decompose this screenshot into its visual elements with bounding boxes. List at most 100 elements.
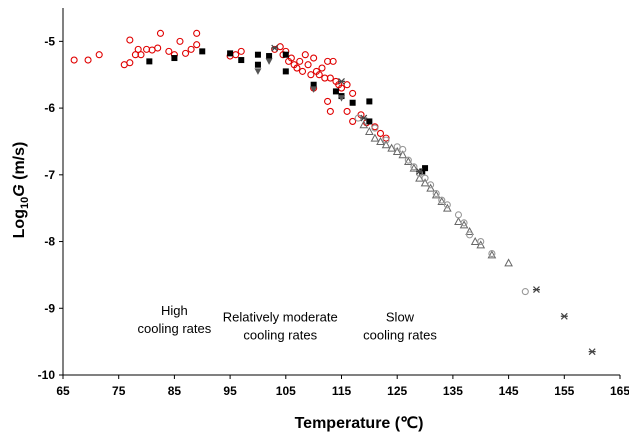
x-tick-label: 85	[168, 384, 182, 398]
data-point	[199, 48, 206, 55]
region-label-line: cooling rates	[138, 321, 212, 336]
data-point	[282, 68, 289, 75]
data-point	[95, 51, 103, 59]
y-tick-label: -8	[44, 235, 55, 249]
data-point	[382, 136, 390, 144]
y-tick-label: -6	[44, 101, 55, 115]
data-point	[488, 250, 496, 258]
data-point	[337, 84, 346, 92]
data-point	[404, 156, 412, 164]
data-point	[398, 150, 408, 159]
x-tick-label: 165	[610, 384, 629, 398]
data-point	[134, 45, 142, 53]
y-tick-label: -5	[44, 34, 55, 48]
data-point	[287, 54, 295, 62]
region-label-line: Slow	[386, 310, 415, 325]
data-point	[349, 99, 356, 106]
data-point	[366, 118, 373, 125]
data-point	[454, 216, 463, 226]
data-point	[126, 59, 134, 67]
data-point	[276, 43, 284, 51]
data-point	[437, 196, 447, 206]
data-point	[271, 45, 279, 53]
data-point	[487, 250, 497, 259]
y-tick-label: -7	[44, 168, 55, 182]
data-point	[415, 169, 424, 178]
data-point	[420, 178, 430, 187]
data-point	[422, 165, 429, 172]
data-point	[359, 120, 369, 129]
data-point	[349, 117, 357, 125]
series-0-open-circle	[70, 29, 390, 142]
region-label-line: cooling rates	[243, 328, 317, 343]
data-point	[376, 129, 385, 137]
region-label-line: Relatively moderate	[223, 310, 338, 325]
y-tick-label: -10	[38, 368, 56, 382]
x-tick-label: 95	[223, 384, 237, 398]
data-point	[360, 114, 368, 122]
data-point	[443, 201, 451, 209]
data-point	[366, 98, 373, 105]
data-point	[387, 143, 396, 152]
data-point	[454, 211, 463, 219]
data-point	[431, 190, 441, 199]
data-point	[266, 53, 273, 60]
data-point	[310, 54, 318, 62]
data-point	[376, 136, 385, 145]
data-point	[301, 51, 309, 59]
data-point	[70, 56, 78, 64]
y-axis-title-sub: 10	[19, 197, 31, 209]
data-point	[415, 173, 424, 182]
data-point	[415, 168, 423, 175]
data-point	[410, 163, 418, 171]
annotations: High cooling rates Relatively moderate cool…	[138, 303, 438, 343]
data-point	[237, 47, 245, 55]
data-point	[310, 81, 317, 88]
x-tick-label: 125	[387, 384, 407, 398]
region-label-line: cooling rates	[363, 328, 437, 343]
data-point	[332, 88, 339, 95]
data-point	[427, 181, 435, 189]
data-point	[560, 312, 568, 320]
data-point	[343, 107, 351, 115]
data-point	[84, 56, 92, 64]
data-point	[181, 49, 190, 57]
x-tick-label: 155	[554, 384, 574, 398]
data-point	[399, 145, 407, 154]
y-axis-title-unit: (m/s)	[11, 142, 28, 185]
data-point	[296, 57, 304, 65]
data-points	[70, 29, 596, 356]
data-point	[521, 288, 529, 296]
data-point	[465, 226, 474, 236]
data-point	[271, 44, 279, 52]
data-point	[265, 58, 273, 65]
series-3-open-triangle	[359, 120, 513, 267]
data-point	[298, 67, 307, 75]
x-tick-label: 105	[276, 384, 296, 398]
data-point	[393, 143, 401, 151]
data-point	[371, 124, 379, 132]
data-point	[307, 71, 315, 79]
data-point	[165, 47, 173, 55]
data-point	[438, 196, 446, 204]
y-tick-label: -9	[44, 301, 55, 315]
data-point	[324, 97, 332, 105]
data-point	[343, 81, 351, 89]
data-point	[146, 58, 153, 65]
data-point	[470, 236, 480, 246]
series-1-filled-square	[146, 48, 429, 175]
data-point	[432, 189, 440, 198]
data-point	[588, 348, 596, 356]
y-axis-title: Log10G (m/s)	[11, 142, 31, 239]
data-point	[532, 286, 540, 294]
data-point	[282, 51, 289, 58]
series-2-filled-triangle	[254, 58, 345, 102]
data-point	[304, 61, 312, 69]
data-point	[310, 86, 318, 93]
data-point	[154, 44, 162, 52]
data-point	[459, 220, 469, 229]
x-tick-label: 115	[332, 384, 352, 398]
data-point	[187, 45, 195, 53]
data-point	[126, 36, 134, 44]
